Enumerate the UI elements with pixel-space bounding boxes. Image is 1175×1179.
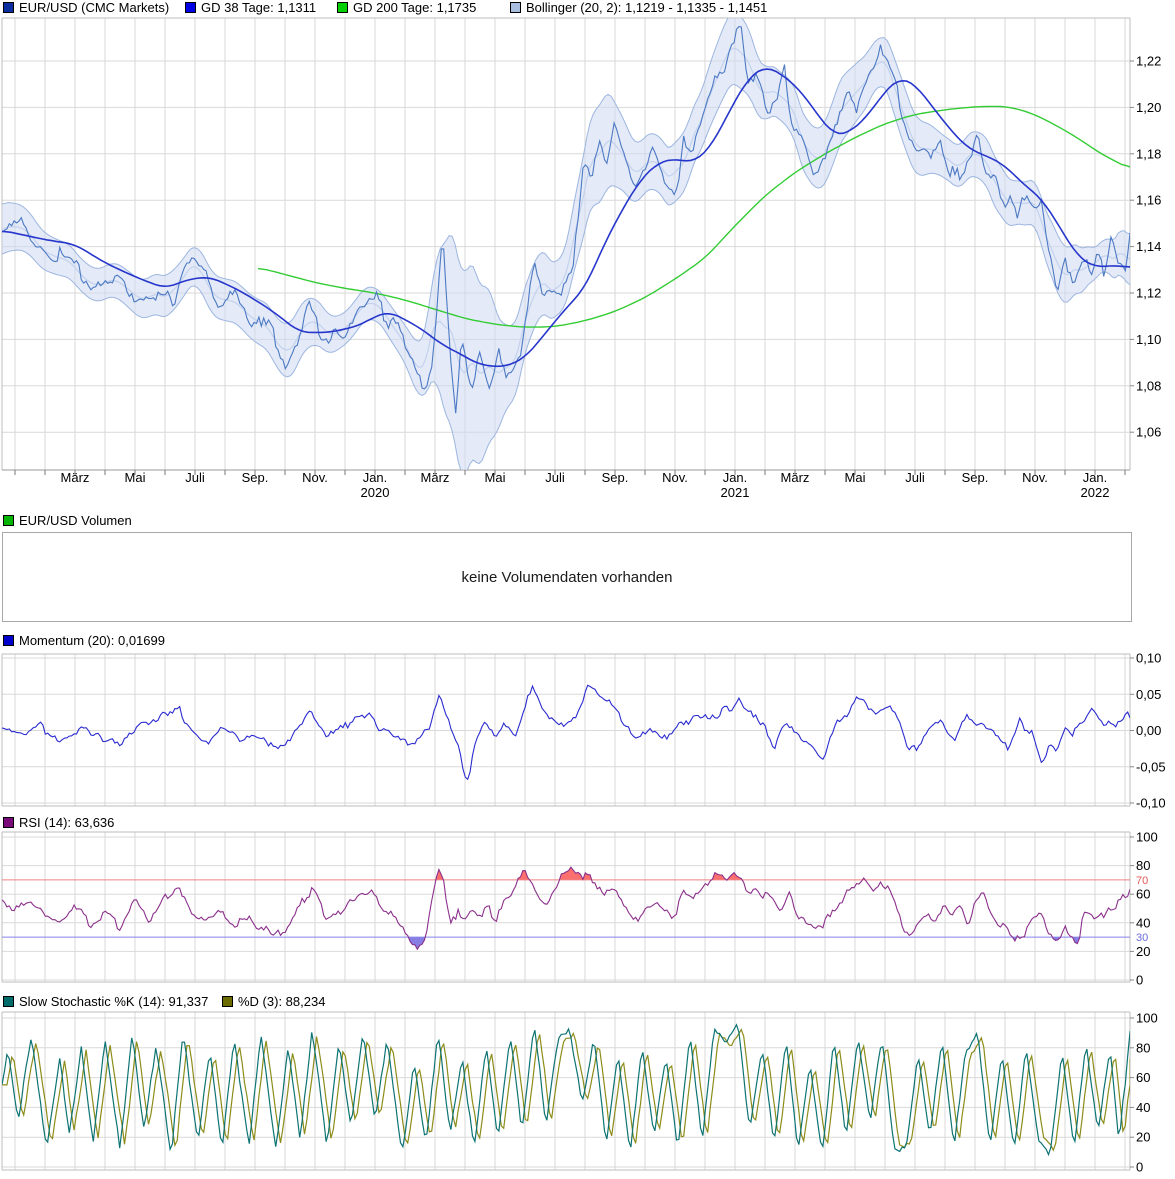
svg-text:1,16: 1,16 xyxy=(1136,193,1161,208)
svg-text:Nov.: Nov. xyxy=(302,470,328,485)
svg-text:2021: 2021 xyxy=(721,485,750,500)
svg-text:Sep.: Sep. xyxy=(962,470,989,485)
svg-text:0: 0 xyxy=(1136,1160,1143,1175)
legend-swatch-icon xyxy=(3,2,14,13)
legend-label: RSI (14): 63,636 xyxy=(19,815,115,830)
svg-text:20: 20 xyxy=(1136,1130,1150,1145)
legend-item-momentum-0: Momentum (20): 0,01699 xyxy=(3,634,165,648)
svg-text:0,10: 0,10 xyxy=(1136,651,1161,666)
svg-text:1,06: 1,06 xyxy=(1136,425,1161,440)
svg-text:Sep.: Sep. xyxy=(242,470,269,485)
svg-text:70: 70 xyxy=(1136,875,1148,887)
svg-text:März: März xyxy=(61,470,90,485)
svg-text:2022: 2022 xyxy=(1081,485,1110,500)
legend-item-price-0: EUR/USD (CMC Markets) xyxy=(3,1,169,15)
svg-text:Nov.: Nov. xyxy=(662,470,688,485)
svg-text:100: 100 xyxy=(1136,830,1158,845)
svg-text:-0,10: -0,10 xyxy=(1136,796,1166,811)
svg-text:1,22: 1,22 xyxy=(1136,54,1161,69)
svg-text:1,20: 1,20 xyxy=(1136,100,1161,115)
legend-label: GD 38 Tage: 1,1311 xyxy=(201,0,317,15)
svg-text:0,05: 0,05 xyxy=(1136,687,1161,702)
svg-text:1,14: 1,14 xyxy=(1136,239,1161,254)
volume-legend: EUR/USD Volumen xyxy=(0,514,1175,529)
legend-label: EUR/USD Volumen xyxy=(19,513,132,528)
stochastic-legend: Slow Stochastic %K (14): 91,337 %D (3): 8… xyxy=(0,995,1175,1010)
svg-text:30: 30 xyxy=(1136,932,1148,944)
legend-swatch-icon xyxy=(3,515,14,526)
svg-text:Nov.: Nov. xyxy=(1022,470,1048,485)
svg-text:Mai: Mai xyxy=(125,470,146,485)
price-legend: EUR/USD (CMC Markets) GD 38 Tage: 1,1311 G… xyxy=(0,1,1175,16)
legend-label: GD 200 Tage: 1,1735 xyxy=(353,0,477,15)
legend-label: Momentum (20): 0,01699 xyxy=(19,633,165,648)
rsi-chart-svg: 100 80 60 40 20 0 70 30 xyxy=(1,830,1158,987)
svg-text:1,12: 1,12 xyxy=(1136,286,1161,301)
legend-swatch-icon xyxy=(3,635,14,646)
svg-text:0,00: 0,00 xyxy=(1136,723,1161,738)
svg-text:Juli: Juli xyxy=(905,470,925,485)
legend-swatch-icon xyxy=(3,996,14,1007)
legend-label: Slow Stochastic %K (14): 91,337 xyxy=(19,994,209,1009)
legend-item-rsi-0: RSI (14): 63,636 xyxy=(3,816,114,830)
svg-text:März: März xyxy=(781,470,810,485)
svg-text:80: 80 xyxy=(1136,1040,1150,1055)
legend-item-price-2: GD 200 Tage: 1,1735 xyxy=(337,1,476,15)
svg-text:60: 60 xyxy=(1136,1070,1150,1085)
stochastic-chart-svg: 100 80 60 40 20 0 xyxy=(1,1011,1158,1175)
momentum-chart-svg: 0,10 0,05 0,00 -0,05 -0,10 xyxy=(1,651,1166,811)
volume-empty-message: keine Volumendaten vorhanden xyxy=(461,568,673,586)
legend-item-price-1: GD 38 Tage: 1,1311 xyxy=(185,1,316,15)
svg-text:40: 40 xyxy=(1136,1100,1150,1115)
svg-text:Mai: Mai xyxy=(845,470,866,485)
legend-swatch-icon xyxy=(222,996,233,1007)
rsi-legend: RSI (14): 63,636 xyxy=(0,816,1175,831)
momentum-legend: Momentum (20): 0,01699 xyxy=(0,634,1175,649)
legend-item-volume-0: EUR/USD Volumen xyxy=(3,514,132,528)
legend-label: EUR/USD (CMC Markets) xyxy=(19,0,170,15)
legend-item-price-3: Bollinger (20, 2): 1,1219 - 1,1335 - 1,1… xyxy=(510,1,767,15)
svg-text:März: März xyxy=(421,470,450,485)
price-chart-svg: 1,22 1,20 1,18 1,16 1,14 1,12 1,10 1,08 1,06 März… xyxy=(1,17,1161,500)
legend-item-stoch-0: Slow Stochastic %K (14): 91,337 xyxy=(3,995,208,1009)
svg-text:Juli: Juli xyxy=(545,470,565,485)
volume-panel: keine Volumendaten vorhanden xyxy=(2,532,1132,622)
svg-text:100: 100 xyxy=(1136,1011,1158,1026)
svg-text:20: 20 xyxy=(1136,944,1150,959)
svg-text:40: 40 xyxy=(1136,915,1150,930)
svg-text:1,18: 1,18 xyxy=(1136,146,1161,161)
svg-text:-0,05: -0,05 xyxy=(1136,759,1166,774)
legend-swatch-icon xyxy=(185,2,196,13)
legend-label: %D (3): 88,234 xyxy=(238,994,326,1009)
legend-item-stoch-1: %D (3): 88,234 xyxy=(222,995,325,1009)
svg-text:Mai: Mai xyxy=(485,470,506,485)
svg-text:Juli: Juli xyxy=(185,470,205,485)
svg-text:Sep.: Sep. xyxy=(602,470,629,485)
legend-swatch-icon xyxy=(510,2,521,13)
svg-text:1,10: 1,10 xyxy=(1136,332,1161,347)
legend-swatch-icon xyxy=(3,817,14,828)
legend-swatch-icon xyxy=(337,2,348,13)
svg-text:1,08: 1,08 xyxy=(1136,378,1161,393)
svg-text:60: 60 xyxy=(1136,887,1150,902)
svg-text:Jan.: Jan. xyxy=(723,470,748,485)
legend-label: Bollinger (20, 2): 1,1219 - 1,1335 - 1,1… xyxy=(526,0,768,15)
svg-text:Jan.: Jan. xyxy=(363,470,388,485)
svg-text:2020: 2020 xyxy=(361,485,390,500)
svg-text:80: 80 xyxy=(1136,858,1150,873)
svg-text:0: 0 xyxy=(1136,973,1143,987)
svg-text:Jan.: Jan. xyxy=(1083,470,1108,485)
